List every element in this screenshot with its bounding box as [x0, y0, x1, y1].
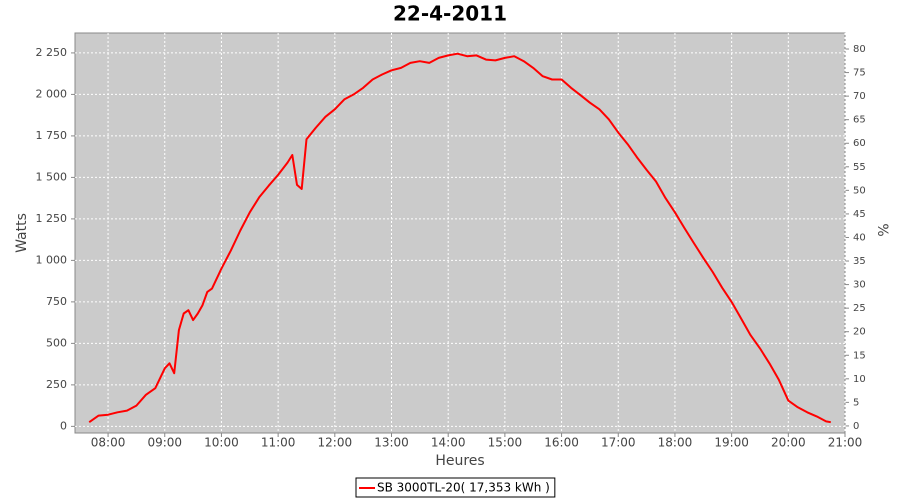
x-tick-label: 16:00	[544, 436, 579, 450]
y2-tick-label: 40	[853, 232, 866, 243]
y2-axis-label: %	[874, 223, 890, 236]
y2-tick-label: 65	[853, 115, 866, 126]
legend-box	[355, 477, 556, 498]
y-axis-label: Watts	[14, 213, 30, 253]
x-tick-label: 08:00	[91, 436, 126, 450]
x-tick-label: 15:00	[488, 436, 523, 450]
y-tick-label: 1 250	[36, 212, 68, 225]
y-tick-label: 1 000	[36, 253, 68, 266]
y2-tick-label: 0	[853, 421, 859, 432]
y2-tick-label: 20	[853, 327, 866, 338]
y2-tick-label: 30	[853, 280, 866, 291]
x-tick-label: 10:00	[204, 436, 239, 450]
y-tick-label: 0	[60, 419, 67, 432]
x-tick-label: 09:00	[147, 436, 182, 450]
x-tick-label: 14:00	[431, 436, 466, 450]
x-tick-label: 13:00	[374, 436, 409, 450]
y2-tick-label: 5	[853, 397, 859, 408]
y2-tick-label: 10	[853, 374, 866, 385]
y-tick-label: 1 750	[36, 129, 68, 142]
y2-tick-label: 55	[853, 162, 866, 173]
y-tick-label: 750	[46, 295, 67, 308]
y2-tick-label: 75	[853, 68, 866, 79]
legend-label: SB 3000TL-20( 17,353 kWh )	[377, 481, 550, 495]
series-line	[88, 52, 831, 424]
y2-tick-label: 15	[853, 350, 866, 361]
chart-title: 22-4-2011	[393, 2, 507, 26]
x-tick-label: 19:00	[714, 436, 749, 450]
plot-area	[74, 32, 846, 434]
x-tick-label: 20:00	[771, 436, 806, 450]
y-tick-label: 250	[46, 378, 67, 391]
y2-tick-label: 50	[853, 185, 866, 196]
y-tick-label: 500	[46, 336, 67, 349]
y-tick-label: 2 000	[36, 87, 68, 100]
y2-tick-label: 70	[853, 91, 866, 102]
x-tick-label: 21:00	[828, 436, 863, 450]
y2-tick-label: 35	[853, 256, 866, 267]
y2-tick-label: 80	[853, 44, 866, 55]
y-tick-label: 2 250	[36, 46, 68, 59]
y2-tick-label: 25	[853, 303, 866, 314]
x-tick-label: 11:00	[261, 436, 296, 450]
y2-tick-label: 45	[853, 209, 866, 220]
x-tick-label: 17:00	[601, 436, 636, 450]
y2-tick-label: 60	[853, 138, 866, 149]
x-axis-label: Heures	[435, 453, 484, 469]
x-tick-label: 18:00	[658, 436, 693, 450]
y-tick-label: 1 500	[36, 170, 68, 183]
x-tick-label: 12:00	[318, 436, 353, 450]
